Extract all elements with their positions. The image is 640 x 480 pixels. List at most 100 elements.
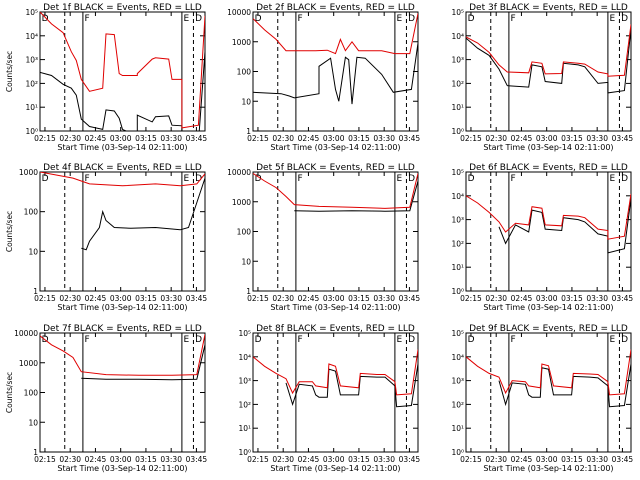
y-tick-label: 10⁵	[451, 168, 464, 177]
y-tick-label: 10¹	[451, 103, 464, 112]
x-tick-label: 03:45	[186, 294, 208, 303]
marker-label: F	[511, 174, 516, 184]
x-tick-label: 03:45	[399, 294, 421, 303]
x-axis-label: Start Time (03-Sep-14 02:11:00)	[483, 303, 613, 312]
y-tick-label: 10²	[451, 79, 464, 88]
x-axis-label: Start Time (03-Sep-14 02:11:00)	[57, 464, 187, 473]
x-tick-label: 03:00	[536, 134, 558, 143]
y-tick-label: 10³	[25, 56, 38, 65]
panel-6: Det 6f BLACK = Events, RED = LLD 10⁰ 10¹ 10…	[451, 163, 633, 312]
panel-title: Det 1f BLACK = Events, RED = LLD	[43, 3, 202, 13]
y-tick-label: 10⁵	[451, 8, 464, 17]
x-tick-label: 03:00	[110, 294, 132, 303]
x-tick-label: 02:45	[511, 134, 533, 143]
x-tick-label: 03:45	[612, 134, 634, 143]
y-tick-label: 10⁴	[451, 32, 464, 41]
x-tick-label: 03:45	[186, 134, 208, 143]
y-tick-label: 1000	[232, 198, 251, 207]
x-tick-label: 03:30	[373, 134, 395, 143]
marker-label: D	[408, 174, 415, 184]
y-tick-label: 10⁰	[25, 127, 38, 136]
y-tick-label: 10²	[238, 400, 251, 409]
y-axis-label: Counts/sec	[5, 211, 14, 252]
y-tick-label: 10³	[451, 377, 464, 386]
x-tick-label: 03:00	[536, 294, 558, 303]
y-tick-label: 1000	[19, 168, 38, 177]
y-tick-label: 10³	[451, 216, 464, 225]
x-tick-label: 02:30	[272, 294, 294, 303]
y-tick-label: 10¹	[25, 103, 38, 112]
x-tick-label: 03:15	[561, 134, 583, 143]
x-tick-label: 02:30	[59, 134, 81, 143]
marker-label: E	[610, 14, 616, 24]
y-tick-label: 10⁰	[238, 448, 251, 457]
x-tick-label: 03:45	[399, 134, 421, 143]
x-tick-label: 02:45	[298, 294, 320, 303]
y-tick-label: 10000	[227, 8, 251, 17]
x-tick-label: 02:45	[85, 134, 107, 143]
marker-label: D	[255, 174, 262, 184]
y-tick-label: 10¹	[238, 424, 251, 433]
x-tick-label: 03:00	[323, 134, 345, 143]
x-tick-label: 02:15	[247, 455, 269, 464]
plot-frame	[39, 11, 206, 132]
x-tick-label: 03:15	[348, 134, 370, 143]
panel-title: Det 4f BLACK = Events, RED = LLD	[43, 163, 202, 173]
y-tick-label: 10³	[451, 56, 464, 65]
x-tick-label: 02:15	[34, 294, 56, 303]
panel-2: Det 2f BLACK = Events, RED = LLD 1 10 100 10…	[227, 3, 420, 152]
y-axis-label: Counts/sec	[5, 372, 14, 413]
events-series-line	[40, 51, 205, 131]
x-axis-label: Start Time (03-Sep-14 02:11:00)	[57, 303, 187, 312]
x-axis-label: Start Time (03-Sep-14 02:11:00)	[270, 143, 400, 152]
marker-label: D	[468, 335, 475, 345]
x-tick-label: 03:30	[373, 294, 395, 303]
events-series-line	[294, 180, 418, 212]
x-tick-label: 02:15	[460, 294, 482, 303]
panel-8: Det 8f BLACK = Events, RED = LLD 10⁰ 10¹ 10…	[238, 324, 420, 473]
x-tick-label: 02:30	[485, 134, 507, 143]
y-tick-label: 10	[241, 257, 251, 266]
lld-series-line	[40, 172, 205, 187]
y-tick-label: 1	[246, 127, 251, 136]
marker-label: D	[621, 174, 628, 184]
y-tick-label: 10⁰	[451, 448, 464, 457]
x-tick-label: 02:30	[485, 455, 507, 464]
events-series-line	[81, 344, 205, 381]
plot-frame	[465, 171, 632, 292]
events-series-line	[253, 43, 418, 105]
x-tick-label: 02:15	[34, 134, 56, 143]
x-tick-label: 03:30	[586, 294, 608, 303]
x-tick-label: 03:15	[135, 134, 157, 143]
marker-label: D	[255, 335, 262, 345]
events-series-line	[466, 28, 631, 94]
x-tick-label: 03:00	[323, 294, 345, 303]
lld-series-line	[40, 12, 205, 129]
y-tick-label: 1000	[19, 359, 38, 368]
x-tick-label: 02:15	[247, 134, 269, 143]
lld-series-line	[466, 24, 631, 77]
x-tick-label: 03:30	[586, 455, 608, 464]
panel-1: Det 1f BLACK = Events, RED = LLD 10⁰ 10¹ 10…	[5, 3, 207, 152]
y-tick-label: 10⁰	[451, 287, 464, 296]
marker-label: E	[397, 14, 403, 24]
y-tick-label: 10⁵	[238, 329, 251, 338]
x-tick-label: 03:45	[186, 455, 208, 464]
y-tick-label: 10²	[25, 79, 38, 88]
y-tick-label: 10¹	[451, 424, 464, 433]
y-tick-label: 10³	[238, 377, 251, 386]
lld-series-line	[253, 13, 418, 55]
x-tick-label: 03:30	[586, 134, 608, 143]
y-tick-label: 10⁴	[238, 353, 251, 362]
panel-7: Det 7f BLACK = Events, RED = LLD 1 10 100 10…	[5, 324, 207, 473]
x-tick-label: 02:30	[485, 294, 507, 303]
marker-label: D	[195, 335, 202, 345]
marker-label: D	[408, 335, 415, 345]
y-tick-label: 10000	[14, 329, 38, 338]
y-tick-label: 1000	[232, 38, 251, 47]
y-tick-label: 10	[28, 247, 38, 256]
x-axis-label: Start Time (03-Sep-14 02:11:00)	[270, 464, 400, 473]
x-axis-label: Start Time (03-Sep-14 02:11:00)	[270, 303, 400, 312]
marker-label: D	[408, 14, 415, 24]
x-tick-label: 03:15	[348, 455, 370, 464]
